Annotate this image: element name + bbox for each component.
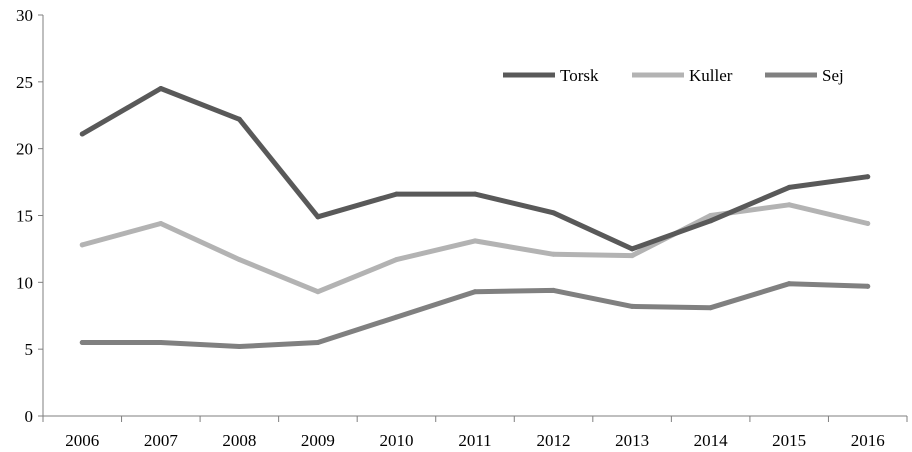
y-tick-label: 5 [25, 340, 34, 359]
data-point-torsk [551, 210, 557, 216]
data-point-kuller [315, 289, 321, 295]
series-layer [79, 86, 871, 349]
data-point-kuller [236, 257, 242, 263]
data-point-sej [79, 339, 85, 345]
data-point-torsk [79, 131, 85, 137]
data-point-torsk [393, 191, 399, 197]
x-tick-label: 2008 [222, 431, 256, 450]
y-tick-label: 25 [16, 73, 33, 92]
x-axis: 2006 2007 2008 2009 2010 2011 2012 2013 2014 2015… [42, 415, 908, 450]
data-point-sej [393, 314, 399, 320]
data-point-kuller [393, 257, 399, 263]
y-tick-label: 20 [16, 140, 33, 159]
x-tick-label: 2012 [537, 431, 571, 450]
data-point-sej [629, 303, 635, 309]
data-point-torsk [708, 218, 714, 224]
data-point-sej [865, 283, 871, 289]
data-point-torsk [472, 191, 478, 197]
legend-label-sej: Sej [822, 66, 844, 85]
x-tick-label: 2009 [301, 431, 335, 450]
data-point-torsk [629, 246, 635, 252]
data-point-kuller [708, 213, 714, 218]
data-point-sej [786, 281, 792, 287]
data-point-kuller [79, 242, 85, 248]
data-point-torsk [865, 174, 871, 180]
y-axis: 0 5 10 15 20 25 30 [16, 6, 44, 426]
legend-label-torsk: Torsk [560, 66, 599, 85]
x-tick-label: 2007 [144, 431, 179, 450]
x-tick-label: 2014 [694, 431, 729, 450]
y-tick-label: 15 [16, 207, 33, 226]
x-tick-label: 2013 [615, 431, 649, 450]
y-tick-label: 0 [25, 407, 34, 426]
data-point-torsk [786, 184, 792, 190]
legend: Torsk Kuller Sej [503, 66, 844, 85]
data-point-sej [551, 287, 557, 293]
legend-label-kuller: Kuller [689, 66, 733, 85]
x-tick-label: 2015 [772, 431, 806, 450]
data-point-sej [158, 339, 164, 345]
x-tick-label: 2011 [458, 431, 491, 450]
x-tick-label: 2010 [379, 431, 413, 450]
data-point-kuller [865, 221, 871, 227]
data-point-torsk [236, 116, 242, 122]
series-line-kuller [79, 202, 871, 295]
data-point-kuller [629, 253, 635, 259]
data-point-sej [315, 339, 321, 345]
x-tick-label: 2006 [65, 431, 99, 450]
y-tick-label: 30 [16, 6, 33, 25]
x-tick-label: 2016 [851, 431, 885, 450]
data-point-sej [708, 305, 714, 311]
data-point-sej [472, 289, 478, 295]
series-line-torsk [79, 86, 871, 252]
y-tick-label: 10 [16, 273, 33, 292]
data-point-kuller [472, 238, 478, 244]
data-point-torsk [158, 86, 164, 92]
data-point-sej [236, 343, 242, 349]
data-point-torsk [315, 214, 321, 220]
data-point-kuller [158, 221, 164, 227]
data-point-kuller [551, 251, 557, 257]
data-point-kuller [786, 202, 792, 208]
